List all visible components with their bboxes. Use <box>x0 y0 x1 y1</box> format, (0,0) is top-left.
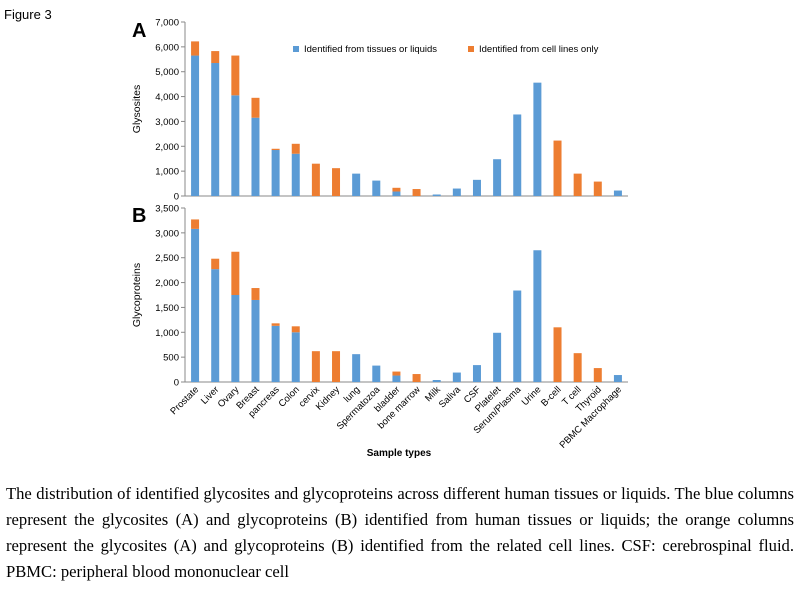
bar-tissue <box>211 63 220 197</box>
x-axis-title: Sample types <box>367 448 432 459</box>
bar-tissue <box>452 188 461 196</box>
bar-tissue <box>231 95 240 196</box>
bar-cell-line <box>332 351 341 382</box>
y-tick-label: 5,000 <box>155 67 179 78</box>
legend-label: Identified from cell lines only <box>479 44 599 55</box>
bar-cell-line <box>311 163 320 196</box>
bar-tissue <box>472 179 481 196</box>
bar-tissue <box>271 325 280 382</box>
bar-cell-line <box>412 374 421 382</box>
legend-swatch <box>293 46 299 52</box>
bar-tissue <box>392 191 401 196</box>
y-tick-label: 1,000 <box>155 328 179 339</box>
bar-tissue <box>392 375 401 382</box>
bar-tissue <box>251 117 260 196</box>
bar-cell-line <box>271 148 280 151</box>
bar-cell-line <box>553 140 562 196</box>
x-tick-label: Urine <box>520 384 544 408</box>
bar-tissue <box>291 332 300 382</box>
bar-cell-line <box>251 288 260 300</box>
bar-tissue <box>452 372 461 382</box>
bar-tissue <box>493 159 502 196</box>
bar-cell-line <box>231 251 240 295</box>
bar-tissue <box>372 180 381 196</box>
panel-a-glycosites-chart: A Glysosites 0 1,000 2,000 3,000 4,000 5,000 6,0… <box>131 18 628 203</box>
bar-cell-line <box>392 187 401 192</box>
y-tick-label: 7,000 <box>155 18 179 29</box>
y-tick-label: 2,000 <box>155 142 179 153</box>
bar-cell-line <box>211 51 220 64</box>
y-axis-label: Glysosites <box>131 85 143 133</box>
legend-label: Identified from tissues or liquids <box>304 44 437 55</box>
bar-cell-line <box>251 97 260 118</box>
bar-cell-line <box>332 168 341 196</box>
y-tick-label: 1,500 <box>155 303 179 314</box>
bar-cell-line <box>593 368 602 382</box>
bar-tissue <box>231 295 240 382</box>
panel-b-glycoproteins-chart: B Glycoproteins 0 500 1,000 1,500 2,000 2,500 3,… <box>131 204 628 459</box>
bar-cell-line <box>291 326 300 333</box>
y-tick-label: 3,000 <box>155 117 179 128</box>
y-tick-label: 0 <box>174 378 179 389</box>
y-tick-label: 500 <box>163 353 179 364</box>
panel-letter: B <box>132 205 146 227</box>
bar-cell-line <box>231 55 240 96</box>
y-tick-label: 4,000 <box>155 92 179 103</box>
x-tick-label: Colon <box>277 384 302 409</box>
bar-tissue <box>251 299 260 382</box>
bar-tissue <box>533 82 542 196</box>
legend-swatch <box>468 46 474 52</box>
bar-tissue <box>191 228 200 382</box>
bar-tissue <box>291 153 300 196</box>
bar-tissue <box>493 332 502 382</box>
bar-cell-line <box>573 353 582 382</box>
bar-cell-line <box>412 189 421 196</box>
bar-cell-line <box>191 41 200 56</box>
figure-caption: The distribution of identified glycosite… <box>6 484 794 581</box>
bar-cell-line <box>211 258 220 270</box>
bar-tissue <box>191 55 200 196</box>
bar-cell-line <box>392 371 401 376</box>
y-tick-label: 6,000 <box>155 42 179 53</box>
bar-tissue <box>352 354 361 382</box>
y-tick-label: 1,000 <box>155 167 179 178</box>
bar-cell-line <box>191 219 200 229</box>
x-tick-label: B-cell <box>539 384 564 409</box>
bar-tissue <box>472 365 481 382</box>
bar-tissue <box>613 190 622 196</box>
bar-cell-line <box>271 323 280 326</box>
bar-tissue <box>352 173 361 196</box>
bar-tissue <box>271 150 280 196</box>
bar-cell-line <box>553 327 562 382</box>
bar-tissue <box>432 194 441 196</box>
panel-letter: A <box>132 20 146 42</box>
x-tick-label: Saliva <box>437 384 464 411</box>
x-tick-label: Prostate <box>168 384 201 417</box>
bar-cell-line <box>573 173 582 196</box>
bar-tissue <box>533 250 542 382</box>
bar-tissue <box>613 375 622 382</box>
bar-tissue <box>513 290 522 382</box>
bar-cell-line <box>593 181 602 196</box>
y-tick-label: 2,500 <box>155 253 179 264</box>
bar-tissue <box>513 114 522 196</box>
figure-label: Figure 3 <box>4 7 52 22</box>
bar-tissue <box>372 365 381 382</box>
y-tick-label: 0 <box>174 192 179 203</box>
figure-chart: A Glysosites 0 1,000 2,000 3,000 4,000 5,000 6,0… <box>131 18 628 459</box>
bar-tissue <box>432 380 441 382</box>
bar-cell-line <box>291 143 300 154</box>
y-tick-label: 3,500 <box>155 204 179 215</box>
bar-cell-line <box>311 351 320 382</box>
bar-tissue <box>211 269 220 382</box>
y-tick-label: 2,000 <box>155 278 179 289</box>
y-axis-label: Glycoproteins <box>131 263 143 327</box>
y-tick-label: 3,000 <box>155 228 179 239</box>
